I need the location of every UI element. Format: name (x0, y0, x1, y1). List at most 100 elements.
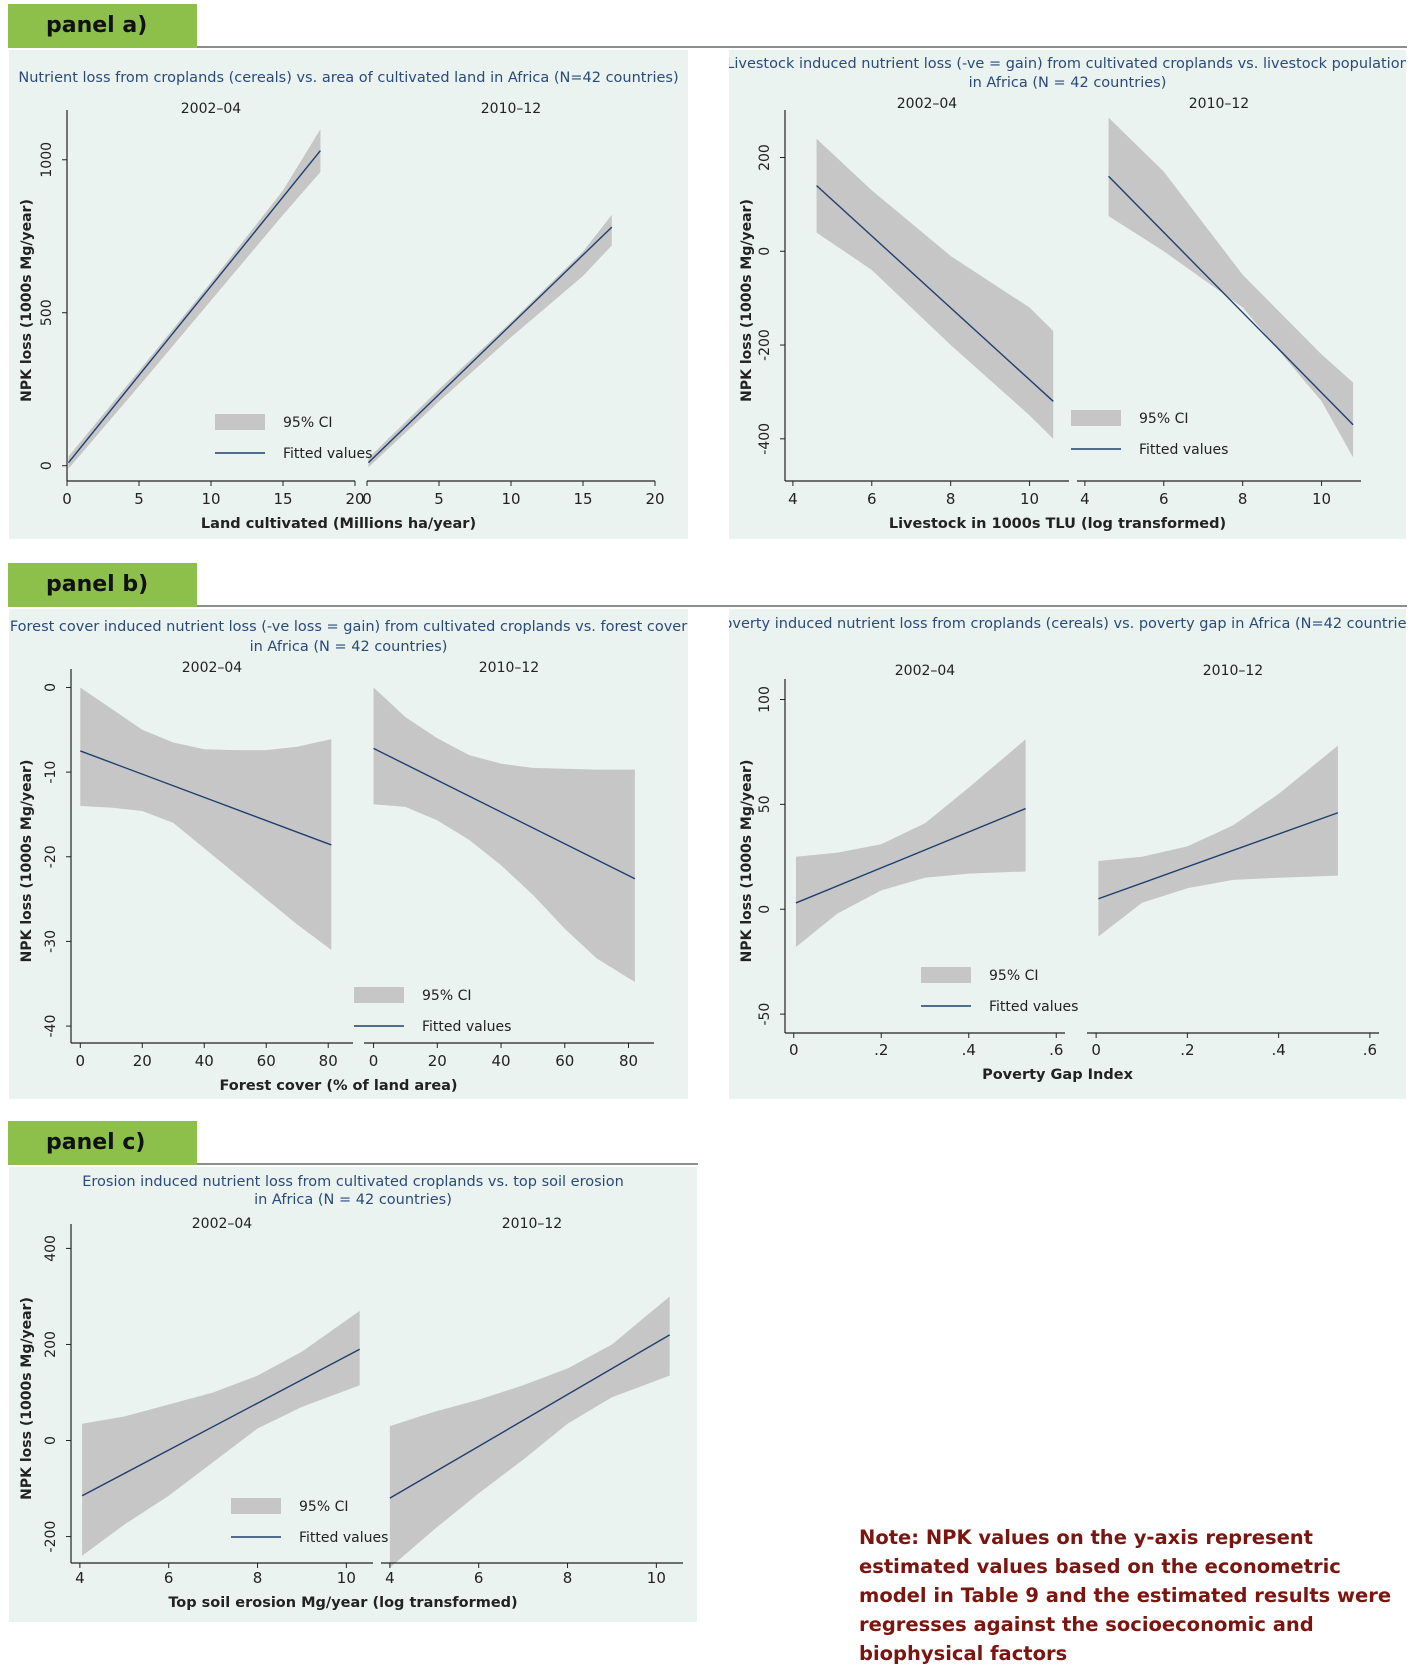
x-tick-label: .6 (1363, 1041, 1377, 1059)
panel-header-c: panel c) (8, 1121, 698, 1165)
y-tick-label: -400 (757, 423, 773, 455)
x-tick-label: 8 (563, 1569, 573, 1587)
x-tick-label: .4 (962, 1041, 976, 1059)
x-tick-label: 15 (573, 490, 592, 508)
x-tick-label: 10 (201, 490, 220, 508)
x-tick-label: 40 (491, 1052, 510, 1070)
ci-band (80, 687, 332, 950)
x-tick-label: 10 (1312, 490, 1331, 508)
ci-band (816, 138, 1054, 439)
legend-fit-label: Fitted values (989, 999, 1078, 1015)
facet-label: 2010–12 (1189, 96, 1249, 112)
y-axis-label: NPK loss (1000s Mg/year) (739, 199, 755, 402)
facet-label: 2010–12 (479, 660, 539, 676)
panel-tab-b: panel b) (8, 563, 197, 607)
chart-poverty-gap-svg: Poverty induced nutrient loss from cropl… (729, 616, 1406, 1083)
x-tick-label: 6 (1159, 490, 1169, 508)
panel-divider (197, 46, 1407, 48)
fitted-line (373, 747, 636, 880)
x-tick-label: 0 (789, 1041, 799, 1059)
chart-title: in Africa (N = 42 countries) (250, 639, 448, 655)
chart-soil-erosion-svg: Erosion induced nutrient loss from culti… (19, 1174, 683, 1611)
x-tick-label: 4 (385, 1569, 395, 1587)
x-tick-label: .6 (1049, 1041, 1063, 1059)
x-tick-label: .2 (1180, 1041, 1194, 1059)
y-tick-label: -10 (43, 761, 59, 784)
y-tick-label: -20 (43, 845, 59, 868)
x-tick-label: 10 (337, 1569, 356, 1587)
ci-band (368, 214, 612, 468)
fitted-line (80, 750, 332, 846)
legend-fit-label: Fitted values (299, 1530, 388, 1546)
x-tick-label: 80 (619, 1052, 638, 1070)
legend-ci-label: 95% CI (1139, 411, 1188, 427)
legend-ci-label: 95% CI (422, 988, 471, 1004)
fitted-line (67, 150, 321, 464)
ci-band (1108, 117, 1354, 458)
fitted-line (1108, 175, 1354, 426)
x-tick-label: 0 (1091, 1041, 1101, 1059)
facet-label: 2010–12 (481, 101, 541, 117)
ci-band (373, 687, 635, 983)
y-axis-label: NPK loss (1000s Mg/year) (19, 1297, 35, 1500)
legend-fit-label: Fitted values (283, 446, 372, 462)
y-tick-label: 0 (43, 1436, 59, 1445)
x-tick-label: 0 (76, 1052, 86, 1070)
y-tick-label: 500 (39, 299, 55, 326)
x-tick-label: 6 (474, 1569, 484, 1587)
legend-ci-swatch (215, 414, 265, 430)
fitted-line (81, 1348, 361, 1497)
facet-label: 2002–04 (897, 96, 958, 112)
x-tick-label: 5 (434, 490, 444, 508)
y-axis-label: NPK loss (1000s Mg/year) (19, 199, 35, 402)
x-tick-label: 6 (867, 490, 877, 508)
x-tick-label: 80 (319, 1052, 338, 1070)
y-tick-label: 0 (43, 683, 59, 692)
x-axis-label: Top soil erosion Mg/year (log transforme… (168, 1595, 517, 1611)
chart-poverty-gap: Poverty induced nutrient loss from cropl… (729, 609, 1406, 1099)
x-tick-label: 0 (62, 490, 72, 508)
chart-soil-erosion: Erosion induced nutrient loss from culti… (9, 1167, 697, 1622)
x-tick-label: 60 (257, 1052, 276, 1070)
ci-band (795, 739, 1026, 947)
x-tick-label: 20 (345, 490, 364, 508)
panel-header-b: panel b) (8, 563, 1407, 607)
legend-fit-label: Fitted values (1139, 442, 1228, 458)
chart-livestock-svg: Livestock induced nutrient loss (-ve = g… (729, 56, 1406, 532)
x-tick-label: 60 (555, 1052, 574, 1070)
chart-land-cultivated: Nutrient loss from croplands (cereals) v… (9, 50, 688, 539)
x-axis-label: Poverty Gap Index (982, 1067, 1134, 1083)
x-tick-label: 0 (362, 490, 372, 508)
facet-label: 2002–04 (192, 1216, 253, 1232)
fitted-line (367, 226, 613, 464)
ci-band (82, 1310, 360, 1556)
y-tick-label: 1000 (39, 142, 55, 178)
x-tick-label: .4 (1271, 1041, 1285, 1059)
x-axis-label: Forest cover (% of land area) (219, 1078, 457, 1094)
y-tick-label: 200 (757, 144, 773, 171)
x-tick-label: 10 (501, 490, 520, 508)
legend-ci-label: 95% CI (299, 1499, 348, 1515)
y-tick-label: -30 (43, 930, 59, 953)
x-tick-label: 4 (75, 1569, 85, 1587)
legend-ci-swatch (231, 1498, 281, 1514)
legend-ci-label: 95% CI (283, 415, 332, 431)
x-tick-label: 20 (645, 490, 664, 508)
chart-forest-cover-svg: Forest cover induced nutrient loss (-ve … (10, 619, 687, 1094)
x-axis-label: Livestock in 1000s TLU (log transformed) (889, 516, 1226, 532)
chart-title: Erosion induced nutrient loss from culti… (82, 1174, 624, 1190)
x-tick-label: 8 (1238, 490, 1248, 508)
x-tick-label: 20 (428, 1052, 447, 1070)
facet-label: 2002–04 (895, 663, 956, 679)
legend-ci-swatch (1071, 410, 1121, 426)
chart-title: in Africa (N = 42 countries) (969, 75, 1167, 91)
chart-title: Nutrient loss from croplands (cereals) v… (18, 70, 678, 86)
chart-livestock: Livestock induced nutrient loss (-ve = g… (729, 50, 1406, 539)
y-axis-label: NPK loss (1000s Mg/year) (739, 760, 755, 963)
y-tick-label: 0 (39, 461, 55, 470)
x-tick-label: 8 (946, 490, 956, 508)
x-tick-label: 8 (253, 1569, 263, 1587)
x-tick-label: 5 (134, 490, 144, 508)
legend-fit-label: Fitted values (422, 1019, 511, 1035)
panel-divider (197, 605, 1407, 607)
